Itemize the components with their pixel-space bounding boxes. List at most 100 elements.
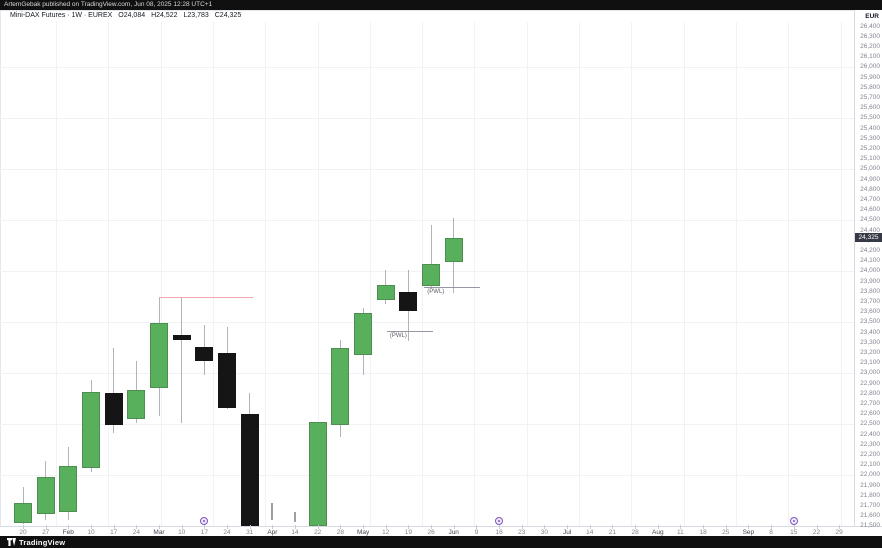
time-tick-mark <box>45 525 47 529</box>
time-tick-label: Jul <box>562 528 572 536</box>
time-tick-label: 31 <box>246 528 254 536</box>
time-tick-mark <box>136 525 138 529</box>
candle <box>444 237 463 263</box>
tradingview-logo-text: TradingView <box>19 537 66 547</box>
gridline-v <box>579 22 580 526</box>
time-tick-mark <box>272 525 274 529</box>
price-tick-label: 24,700 <box>860 196 880 203</box>
price-tick-label: 21,500 <box>860 522 880 530</box>
candle <box>218 352 236 408</box>
candle <box>82 392 100 468</box>
price-tick-label: 24,500 <box>860 216 880 224</box>
pwl-line[interactable] <box>424 287 480 289</box>
time-tick-mark <box>612 525 614 529</box>
chart-area[interactable]: (PWL) (PWL) Mini-DAX Futures · 1W · EUREX… <box>0 10 882 536</box>
tradingview-logo-icon <box>7 538 16 546</box>
price-tick-label: 25,300 <box>860 134 880 142</box>
time-tick-mark <box>657 525 659 529</box>
time-tick-label: 16 <box>495 528 503 536</box>
time-tick-label: 23 <box>518 528 526 536</box>
price-tick-label: 26,300 <box>860 32 880 40</box>
time-tick-label: Mar <box>153 528 165 536</box>
ohlc-high: H24,522 <box>151 12 178 19</box>
tradingview-logo[interactable]: TradingView <box>7 538 65 547</box>
time-tick-mark <box>453 525 455 529</box>
price-tick-label: 23,200 <box>860 349 880 356</box>
symbol-legend[interactable]: Mini-DAX Futures · 1W · EUREX O24,084 H2… <box>8 11 244 20</box>
price-tick-label: 23,000 <box>860 369 880 377</box>
time-tick-label: 17 <box>200 528 209 536</box>
price-tick-label: 24,800 <box>860 185 880 193</box>
time-tick-mark <box>363 525 365 529</box>
price-tick-label: 26,200 <box>860 43 880 50</box>
time-tick-label: 19 <box>404 528 413 536</box>
pink-level-line[interactable] <box>159 297 254 299</box>
publish-text: ArtemGebak published on TradingView.com,… <box>4 1 213 8</box>
time-tick-label: 24 <box>223 528 231 536</box>
time-tick-mark <box>113 525 115 529</box>
event-marker-icon[interactable] <box>495 517 504 525</box>
time-tick-mark <box>68 525 70 529</box>
price-tick-label: 22,600 <box>860 410 880 418</box>
candle <box>195 347 214 361</box>
drawing-layer: (PWL) (PWL) <box>0 10 882 536</box>
price-tick-label: 22,000 <box>860 471 880 479</box>
ohlc-close: C24,325 <box>214 12 242 19</box>
price-tick-label: 21,900 <box>860 481 880 489</box>
ohlc-low: L23,783 <box>183 12 209 19</box>
price-axis[interactable]: EUR 24,325 21,500 21,600 21,700 21,800 21,90… <box>854 10 882 530</box>
candle-wick <box>181 298 183 423</box>
price-tick-label: 25,100 <box>860 155 880 163</box>
candle <box>308 421 327 526</box>
candle <box>172 335 191 341</box>
gridline-v <box>840 22 842 526</box>
event-marker-icon[interactable] <box>200 517 209 525</box>
gridline-h <box>0 474 855 476</box>
event-marker-icon[interactable] <box>789 517 798 525</box>
price-tick-label: 25,600 <box>860 104 880 112</box>
time-tick-mark <box>181 525 183 529</box>
time-tick-mark <box>476 525 478 529</box>
candle-wick <box>271 503 274 520</box>
price-tick-label: 23,400 <box>860 328 880 336</box>
time-tick-mark <box>249 525 251 529</box>
price-tick-label: 26,400 <box>860 22 880 30</box>
gridline-v <box>369 22 371 526</box>
price-tick-label: 25,400 <box>860 124 880 132</box>
time-tick-label: 8 <box>769 528 773 536</box>
symbol-title: Mini-DAX Futures · 1W · EUREX <box>10 12 113 19</box>
candle <box>399 292 418 311</box>
price-tick-label: 26,100 <box>860 53 880 61</box>
gridline-v <box>56 22 57 526</box>
price-tick-label: 24,000 <box>860 267 880 275</box>
candle <box>354 312 373 356</box>
price-tick-label: 25,700 <box>860 94 880 101</box>
time-tick-label: 14 <box>291 528 299 536</box>
price-tick-label: 23,600 <box>860 308 880 316</box>
time-tick-mark <box>680 525 682 529</box>
candle <box>127 390 146 419</box>
price-tick-label: 24,900 <box>860 175 880 183</box>
time-tick-label: Aug <box>652 528 664 536</box>
gridline-h <box>0 372 855 374</box>
price-tick-label: 21,600 <box>860 512 880 520</box>
time-axis[interactable]: 20 27 Feb 10 17 24 Mar 10 17 24 31 Apr 14 22 28 May 12 19… <box>0 525 882 536</box>
gridline-v <box>631 22 633 526</box>
price-tick-label: 22,800 <box>860 389 880 397</box>
candle <box>150 322 168 389</box>
gridline-h <box>0 219 855 221</box>
time-tick-mark <box>635 525 637 529</box>
candle-wick <box>113 348 115 434</box>
time-tick-mark <box>295 525 296 529</box>
time-tick-label: May <box>356 528 370 536</box>
price-tick-label: 25,900 <box>860 73 880 81</box>
gridline-v <box>108 22 110 526</box>
candle-wick <box>294 511 296 522</box>
time-tick-mark <box>431 525 433 529</box>
time-tick-mark <box>91 525 92 529</box>
price-tick-label: 22,200 <box>860 451 880 458</box>
pwl-line[interactable] <box>386 331 434 333</box>
candle <box>331 348 350 425</box>
time-tick-mark <box>499 525 501 529</box>
